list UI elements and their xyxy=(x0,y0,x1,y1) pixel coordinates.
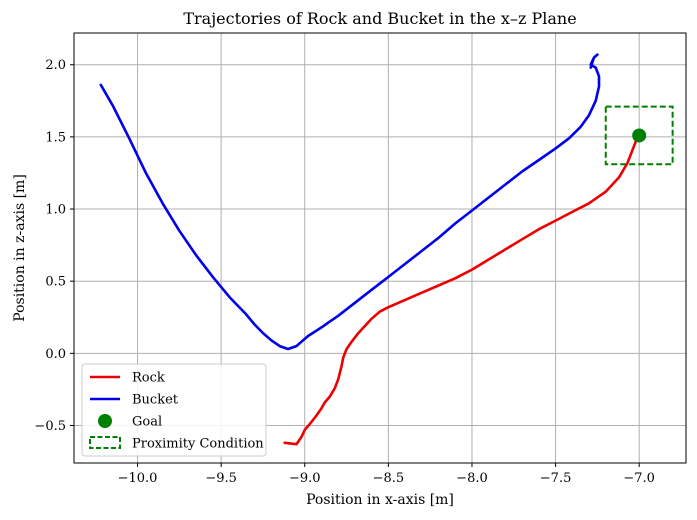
x-tick-label: −8.0 xyxy=(456,471,488,486)
x-tick-label: −9.0 xyxy=(289,471,321,486)
x-tick-label: −9.5 xyxy=(205,471,237,486)
x-tick-label: −10.0 xyxy=(118,471,158,486)
legend-label-rock: Rock xyxy=(132,371,165,386)
y-tick-label: 0.0 xyxy=(45,347,66,362)
bucket-trajectory-line xyxy=(99,53,601,351)
y-tick-label: 1.5 xyxy=(45,130,66,145)
x-tick-label: −7.5 xyxy=(540,471,572,486)
legend-swatch-proximity-condition xyxy=(89,436,121,449)
legend-box xyxy=(81,363,267,457)
series-layer xyxy=(99,53,674,446)
y-tick-label: 1.0 xyxy=(45,203,66,218)
legend-swatch-goal xyxy=(98,414,112,428)
proximity-condition-box xyxy=(604,105,674,166)
goal-marker xyxy=(632,128,647,143)
x-axis-label: Position in x-axis [m] xyxy=(306,492,454,508)
x-tick-label: −8.5 xyxy=(373,471,405,486)
y-tick-label: 2.0 xyxy=(45,58,66,73)
y-tick-label: −0.5 xyxy=(34,419,66,434)
plot-frame xyxy=(73,32,687,464)
ticks: −10.0 −9.5 −9.0 −8.5 −8.0 −7.5 −7.0 −0.5 0.0 0.5 1… xyxy=(34,58,655,486)
legend-label-bucket: Bucket xyxy=(132,393,179,408)
legend-label-goal: Goal xyxy=(132,415,162,430)
rock-trajectory-line xyxy=(283,135,639,446)
legend-label-proximity-condition: Proximity Condition xyxy=(132,437,264,452)
y-tick-label: 0.5 xyxy=(45,275,66,290)
grid xyxy=(74,33,686,463)
chart-title: Trajectories of Rock and Bucket in the x… xyxy=(183,9,576,28)
x-tick-label: −7.0 xyxy=(623,471,655,486)
y-axis-label: Position in z-axis [m] xyxy=(12,174,28,322)
legend: Rock Bucket Goal Proximity Condition xyxy=(81,363,267,457)
